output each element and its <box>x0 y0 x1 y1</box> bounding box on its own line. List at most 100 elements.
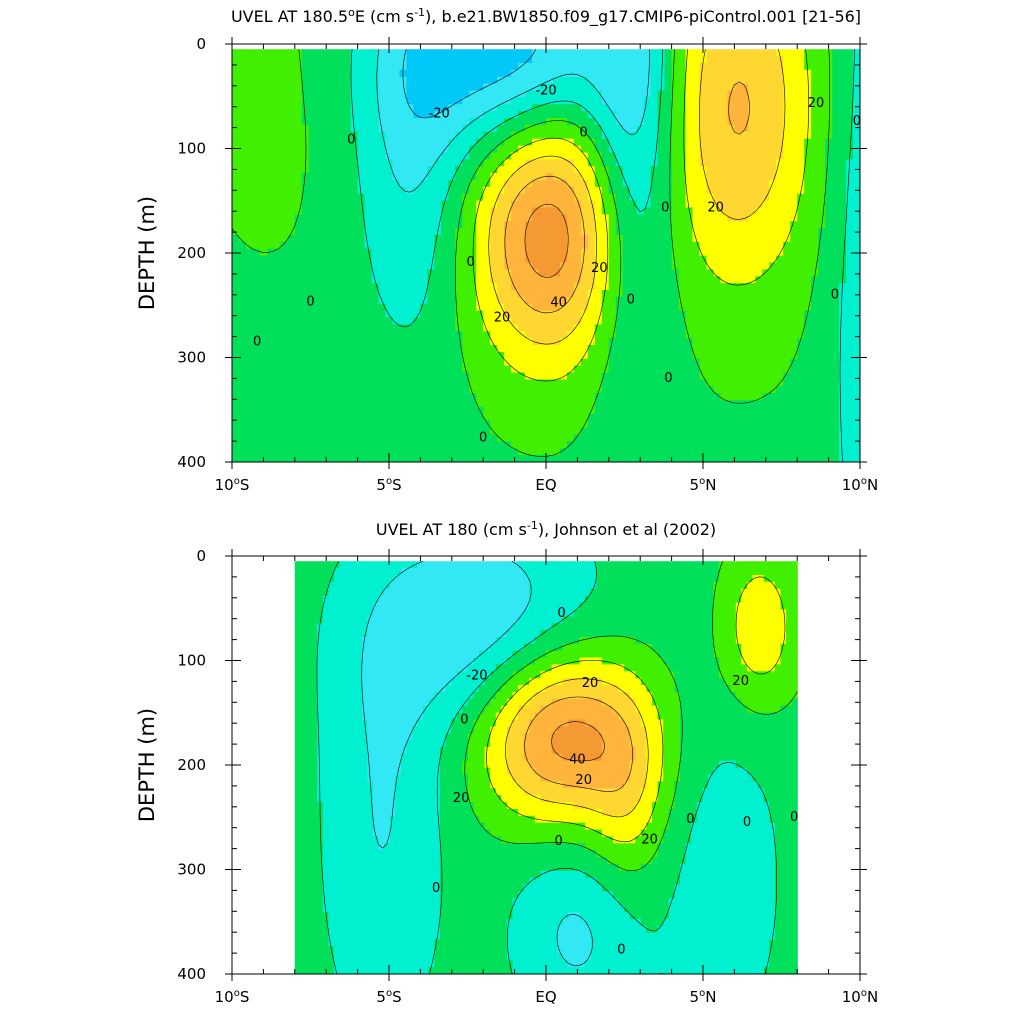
contour-cell <box>671 386 680 394</box>
contour-cell <box>615 131 624 140</box>
contour-cell <box>846 97 854 105</box>
contour-cell <box>434 372 442 381</box>
contour-cell <box>664 269 673 277</box>
contour-cell <box>811 317 819 326</box>
contour-cell <box>741 221 749 229</box>
contour-cell <box>615 269 624 277</box>
contour-cell <box>413 351 421 360</box>
contour-cell <box>699 276 708 284</box>
contour-cell <box>259 118 268 126</box>
contour-cell <box>504 269 512 277</box>
contour-cell <box>469 379 477 387</box>
contour-cell <box>427 56 435 64</box>
contour-cell <box>741 331 749 339</box>
contour-cell <box>329 248 338 257</box>
contour-cell <box>329 56 338 64</box>
contour-cell <box>734 145 742 154</box>
contour-cell <box>343 214 352 222</box>
contour-cell <box>797 338 805 346</box>
contour-cell <box>238 138 247 147</box>
contour-cell <box>622 255 631 264</box>
contour-cell <box>504 379 512 387</box>
contour-cell <box>490 276 498 284</box>
contour-cell <box>357 83 366 92</box>
contour-cell <box>406 290 415 298</box>
contour-cell <box>448 62 456 71</box>
contour-cell <box>245 97 254 105</box>
contour-cell <box>671 111 680 119</box>
contour-cell <box>273 269 282 277</box>
contour-cell <box>483 166 491 174</box>
contour-cell <box>818 406 826 415</box>
contour-cell <box>294 317 303 326</box>
contour-cell <box>497 276 505 284</box>
contour-cell <box>238 303 247 312</box>
contour-cell <box>357 145 366 154</box>
contour-cell <box>364 358 373 367</box>
contour-cell <box>301 406 310 415</box>
contour-cell <box>587 338 596 346</box>
contour-cell <box>462 269 470 277</box>
contour-cell <box>762 90 770 98</box>
contour-cell <box>678 365 687 374</box>
contour-cell <box>532 310 540 319</box>
contour-cell <box>692 173 701 181</box>
contour-cell <box>329 179 338 188</box>
contour-cell <box>769 393 777 401</box>
contour-cell <box>434 104 442 112</box>
contour-cell <box>252 152 261 160</box>
contour-cell <box>385 393 394 401</box>
contour-cell <box>650 386 659 394</box>
contour-cell <box>636 379 645 387</box>
contour-cell <box>385 124 394 133</box>
contour-cell <box>245 427 254 436</box>
contour-cell <box>427 283 435 291</box>
contour-cell <box>608 379 617 387</box>
contour-cell <box>539 427 547 436</box>
contour-cell <box>462 386 470 394</box>
contour-cell <box>301 290 310 298</box>
contour-cell <box>552 131 561 140</box>
contour-cell <box>650 324 659 332</box>
contour-cell <box>518 76 526 85</box>
contour-cell <box>587 358 596 367</box>
contour-cell <box>350 159 359 167</box>
contour-cell <box>622 386 631 394</box>
contour-cell <box>818 255 826 264</box>
contour-cell <box>476 159 484 167</box>
contour-cell <box>266 324 275 332</box>
contour-cell <box>252 248 261 257</box>
contour-cell <box>497 345 505 353</box>
contour-cell <box>539 345 547 353</box>
contour-cell <box>301 207 310 215</box>
contour-cell <box>678 131 687 140</box>
contour-cell <box>406 379 415 387</box>
contour-cell <box>266 413 275 422</box>
contour-cell <box>846 379 854 387</box>
contour-cell <box>790 393 798 401</box>
contour-cell <box>413 131 421 140</box>
contour-cell <box>769 379 777 387</box>
contour-cell <box>532 76 540 85</box>
contour-cell <box>734 69 742 78</box>
contour-cell <box>252 76 261 85</box>
contour-cell <box>511 131 519 140</box>
contour-cell <box>615 400 624 408</box>
contour-cell <box>657 386 666 394</box>
contour-cell <box>762 152 770 160</box>
contour-cell <box>601 331 610 339</box>
contour-cell <box>839 152 847 160</box>
contour-cell <box>594 49 603 57</box>
contour-cell <box>532 255 540 264</box>
contour-cell <box>846 413 854 422</box>
contour-cell <box>539 221 547 229</box>
contour-cell <box>762 358 770 367</box>
contour-cell <box>685 420 694 429</box>
contour-cell <box>413 283 421 291</box>
contour-cell <box>441 338 449 346</box>
contour-cell <box>685 118 694 126</box>
contour-cell <box>804 97 812 105</box>
contour-cell <box>622 56 631 64</box>
contour-cell <box>594 56 603 64</box>
contour-cell <box>853 124 860 133</box>
